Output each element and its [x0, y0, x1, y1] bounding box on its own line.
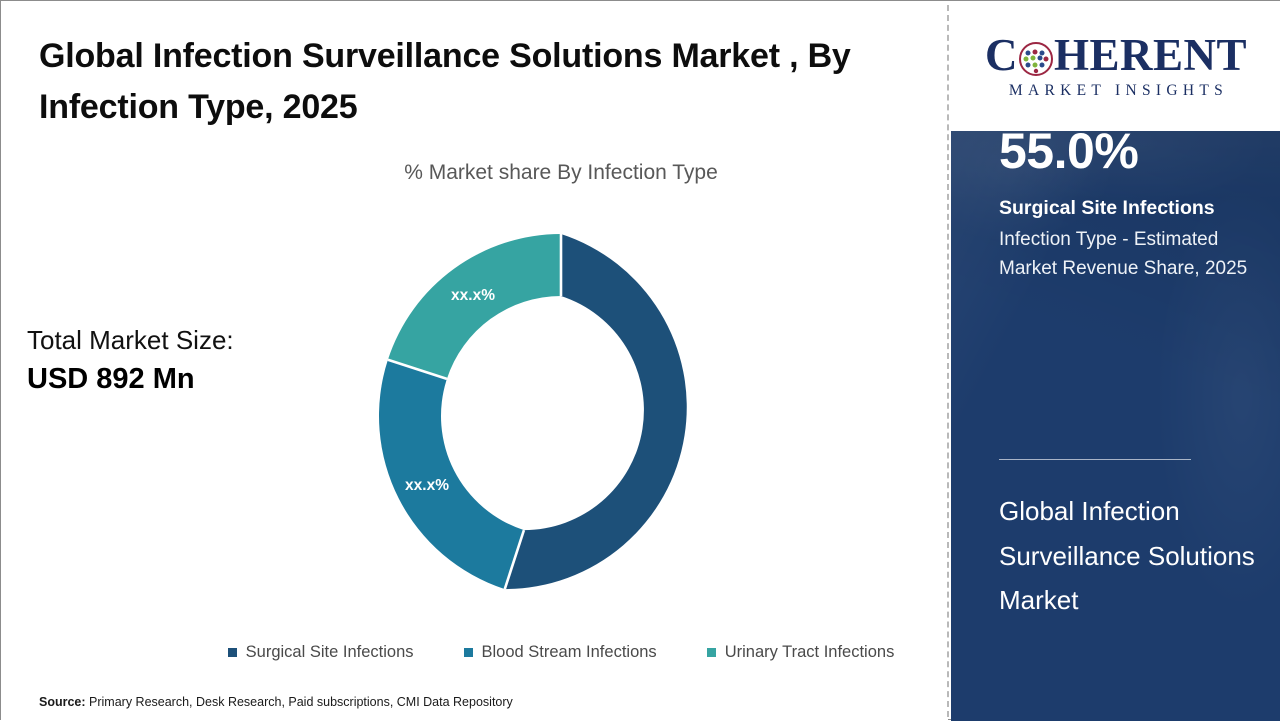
chart-subtitle: % Market share By Infection Type — [404, 161, 718, 184]
highlight-stat-description: Infection Type - Estimated Market Revenu… — [999, 229, 1248, 280]
legend-label: Blood Stream Infections — [481, 643, 657, 661]
page-title: Global Infection Surveillance Solutions … — [39, 37, 851, 126]
legend-item-surgical-site-infections[interactable]: Surgical Site Infections — [227, 643, 414, 662]
logo-text-rest: HERENT — [1053, 29, 1248, 80]
legend-label: Surgical Site Infections — [245, 643, 414, 661]
brand-logo[interactable]: C — [951, 1, 1280, 131]
logo-tagline: MARKET INSIGHTS — [1008, 81, 1229, 99]
donut-slice-urinary-tract-infections — [387, 234, 561, 379]
highlight-market-name: Global Infection Surveillance Solutions … — [999, 496, 1255, 616]
highlight-stat-name: Surgical Site Infections — [999, 197, 1215, 219]
panel-horizontal-rule — [999, 459, 1191, 460]
donut-label-urinary-tract-infections: xx.x% — [451, 287, 495, 304]
source-text: Primary Research, Desk Research, Paid su… — [85, 695, 513, 709]
legend-item-blood-stream-infections[interactable]: Blood Stream Infections — [463, 643, 657, 662]
source-label: Source: — [39, 695, 86, 709]
donut-label-surgical-site-infections: 55.0% — [686, 430, 733, 448]
legend-swatch-icon — [463, 648, 473, 657]
globe-icon — [1018, 39, 1053, 76]
donut-label-blood-stream-infections: xx.x% — [405, 477, 449, 494]
donut-chart-svg: 55.0% xx.x% xx.x% — [379, 234, 733, 590]
total-market-size-value: USD 892 Mn — [27, 363, 195, 395]
logo-wordmark: C — [984, 29, 1248, 80]
logo-text-c: C — [984, 29, 1018, 80]
source-note: Source: Primary Research, Desk Research,… — [39, 695, 513, 709]
panel-divider — [947, 5, 949, 717]
left-content-panel: Global Infection Surveillance Solutions … — [1, 1, 948, 721]
legend-swatch-icon — [227, 648, 237, 657]
donut-slice-separators — [387, 234, 563, 590]
donut-chart: 55.0% xx.x% xx.x% — [371, 226, 751, 606]
legend-swatch-icon — [706, 648, 716, 657]
donut-slice-blood-stream-infections — [379, 359, 524, 590]
legend-item-urinary-tract-infections[interactable]: Urinary Tract Infections — [706, 643, 895, 662]
chart-legend: Surgical Site Infections Blood Stream In… — [181, 643, 941, 662]
donut-slice-surgical-site-infections — [504, 234, 687, 590]
highlight-stat-value: 55.0% — [999, 123, 1139, 179]
right-sidebar: C — [951, 1, 1280, 721]
total-market-size-label: Total Market Size: — [27, 325, 234, 355]
legend-label: Urinary Tract Infections — [724, 643, 895, 661]
